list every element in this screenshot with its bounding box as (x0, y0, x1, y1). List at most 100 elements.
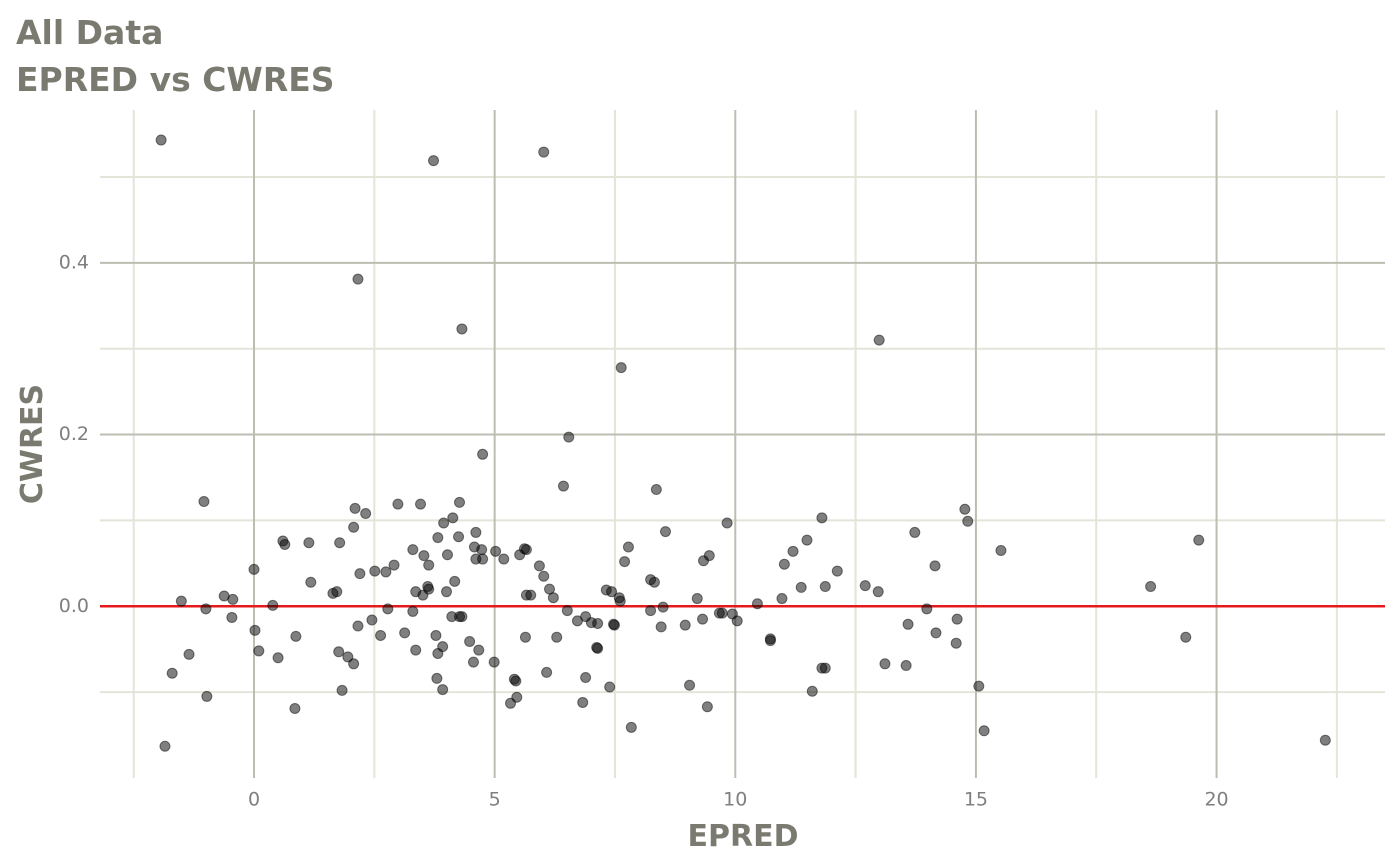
x-tick-label: 0 (248, 789, 260, 811)
point (577, 696, 589, 708)
point (418, 550, 430, 562)
point (441, 586, 453, 598)
point (464, 635, 476, 647)
point (995, 544, 1007, 556)
point (751, 598, 763, 610)
point (198, 496, 210, 508)
point (388, 559, 400, 571)
point (336, 684, 348, 696)
point (477, 553, 489, 565)
point (648, 576, 660, 588)
point (606, 586, 618, 598)
point (806, 685, 818, 697)
point (538, 570, 550, 582)
point (684, 679, 696, 691)
point (305, 576, 317, 588)
point (859, 580, 871, 592)
point (519, 631, 531, 643)
point (456, 323, 468, 335)
point (697, 613, 709, 625)
point (226, 611, 238, 623)
point (348, 521, 360, 533)
point (950, 637, 962, 649)
point (380, 566, 392, 578)
point (249, 624, 261, 636)
point (951, 613, 963, 625)
point (580, 672, 592, 684)
point (879, 658, 891, 670)
point (360, 508, 372, 520)
chart-subtitle: EPRED vs CWRES (16, 60, 335, 99)
point (453, 531, 465, 543)
point (625, 721, 637, 733)
point (1145, 581, 1157, 593)
point (454, 496, 466, 508)
point (382, 603, 394, 615)
point (900, 660, 912, 672)
point (456, 611, 468, 623)
point (407, 544, 419, 556)
point (248, 563, 260, 575)
point (902, 618, 914, 630)
point (959, 503, 971, 515)
point (432, 532, 444, 544)
point (348, 658, 360, 670)
point (615, 362, 627, 374)
point (352, 273, 364, 285)
point (430, 629, 442, 641)
point (327, 587, 339, 599)
point (289, 702, 301, 714)
y-tick-label: 0.2 (59, 423, 89, 445)
point (410, 644, 422, 656)
point (655, 621, 667, 633)
x-tick-label: 5 (489, 789, 501, 811)
point (1319, 734, 1331, 746)
point (801, 534, 813, 546)
point (438, 517, 450, 529)
point (477, 448, 489, 460)
point (650, 484, 662, 496)
point (592, 642, 604, 654)
point (872, 586, 884, 598)
point (929, 560, 941, 572)
point (795, 581, 807, 593)
point (921, 603, 933, 615)
point (816, 512, 828, 524)
point (764, 635, 776, 647)
point (592, 617, 604, 629)
point (614, 595, 626, 607)
point (962, 515, 974, 527)
point (538, 146, 550, 158)
point (514, 549, 526, 561)
point (290, 630, 302, 642)
point (354, 568, 366, 580)
point (978, 725, 990, 737)
point (392, 498, 404, 510)
point (407, 605, 419, 617)
point (488, 656, 500, 668)
point (645, 605, 657, 617)
point (279, 538, 291, 550)
point (721, 517, 733, 529)
point (417, 589, 429, 601)
point (375, 629, 387, 641)
point (449, 575, 461, 587)
point (267, 599, 279, 611)
point (776, 593, 788, 605)
x-tick-label: 20 (1204, 789, 1228, 811)
point (1193, 534, 1205, 546)
point (447, 512, 459, 524)
point (930, 627, 942, 639)
x-tick-label: 10 (723, 789, 747, 811)
point (831, 565, 843, 577)
point (563, 431, 575, 443)
point (366, 614, 378, 626)
point (490, 545, 502, 557)
point (470, 526, 482, 538)
point (159, 740, 171, 752)
point (467, 656, 479, 668)
point (533, 560, 545, 572)
point (551, 631, 563, 643)
